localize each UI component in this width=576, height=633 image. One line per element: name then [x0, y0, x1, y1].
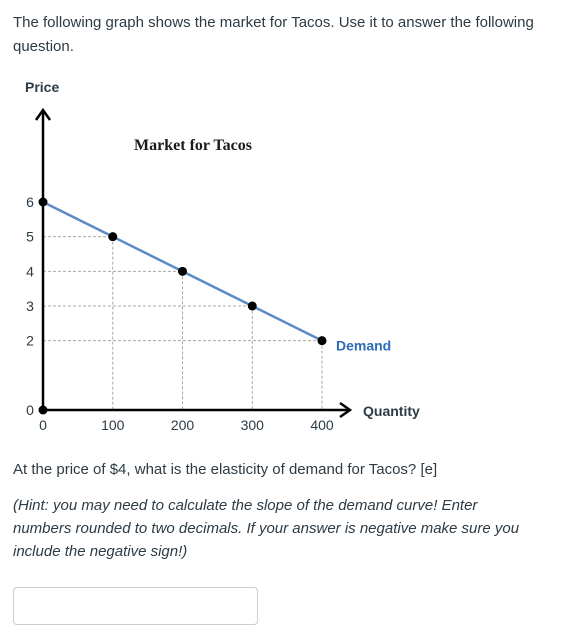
hint-text: (Hint: you may need to calculate the slo…: [13, 497, 520, 560]
y-tick-label: 5: [26, 229, 34, 245]
answer-input[interactable]: [13, 587, 258, 625]
x-tick-label: 0: [39, 417, 47, 433]
question-text: At the price of $4, what is the elastici…: [13, 461, 438, 478]
y-tick-label: 6: [26, 194, 34, 210]
series: Demand: [38, 197, 391, 415]
x-tick-label: 300: [241, 417, 265, 433]
y-axis-label: Price: [25, 79, 59, 95]
x-axis-label: Quantity: [363, 403, 420, 419]
x-tick-labels: 0 100 200 300 400: [39, 417, 334, 433]
guide-lines: [43, 236, 323, 410]
axes: [34, 107, 353, 419]
y-tick-label: 2: [26, 333, 34, 349]
x-tick-label: 400: [310, 417, 334, 433]
x-axis-arrow: [339, 401, 353, 419]
series-label: Demand: [336, 338, 391, 354]
data-point: [108, 232, 118, 242]
x-tick-label: 200: [171, 417, 195, 433]
y-tick-label: 0: [26, 402, 34, 418]
data-point: [178, 266, 187, 276]
origin-point: [38, 405, 48, 415]
y-tick-label: 3: [26, 298, 34, 314]
y-tick-label: 4: [26, 263, 34, 279]
data-point: [38, 197, 48, 207]
data-point: [247, 301, 257, 311]
intro-text: The following graph shows the market for…: [13, 14, 534, 55]
x-tick-label: 100: [101, 417, 125, 433]
data-point: [317, 336, 327, 346]
demand-chart: Price Quantity Market for Tacos 0 100 200 3…: [25, 79, 420, 433]
chart-title: Market for Tacos: [134, 137, 252, 154]
y-axis-arrow: [34, 107, 52, 121]
y-tick-labels: 0 2 3 4 5 6: [26, 194, 34, 418]
